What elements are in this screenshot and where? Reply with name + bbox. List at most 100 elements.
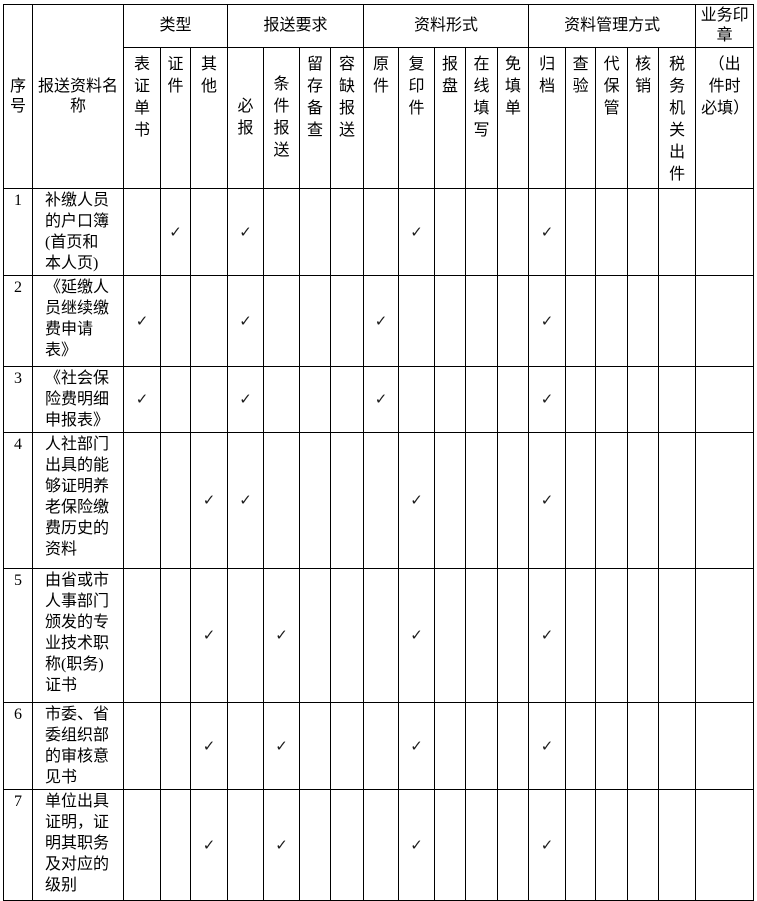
row-seq: 2 [3,275,33,367]
check-cell [497,275,530,367]
check-cell [434,702,467,790]
check-cell: ✓ [398,432,436,569]
check-cell [299,366,332,433]
check-cell [123,702,161,790]
check-cell [627,789,660,901]
check-cell [497,702,530,790]
check-cell [465,432,499,569]
check-cell [565,366,597,433]
check-cell: ✓ [528,789,567,901]
check-cell [263,275,301,367]
sub-header-credential: 证件 [160,47,191,189]
check-cell: ✓ [227,275,265,367]
check-cell [497,188,530,276]
check-cell [595,568,629,703]
check-cell: ✓ [189,702,229,790]
check-cell: ✓ [528,568,567,703]
material-name: 单位出具证明，证明其职务及对应的级别 [32,789,124,901]
material-name: 人社部门出具的能够证明养老保险缴费历史的资料 [32,432,124,569]
sub-header-retain-for-inspection: 留存备查 [299,47,332,189]
column-header-seal-note: （出 件时 必填） [695,47,755,189]
check-cell [497,432,530,569]
sub-header-copy: 复印件 [398,47,436,189]
sub-header-form-cert-doc: 表证单书 [123,47,161,189]
check-cell [627,275,660,367]
check-cell [658,366,697,433]
check-cell [160,568,191,703]
check-cell [465,188,499,276]
check-cell [565,275,597,367]
check-cell [299,275,332,367]
check-cell: ✓ [123,366,161,433]
check-cell [227,702,265,790]
check-cell [465,275,499,367]
check-cell [565,789,597,901]
sub-header-archive: 归档 [528,47,567,189]
check-cell [123,568,161,703]
sub-header-writeoff: 核销 [627,47,660,189]
check-cell: ✓ [363,275,400,367]
check-cell [658,702,697,790]
check-cell [263,432,301,569]
check-cell [363,568,400,703]
check-cell [160,702,191,790]
check-cell: ✓ [263,702,301,790]
check-cell: ✓ [528,188,567,276]
check-cell: ✓ [227,188,265,276]
group-header-submission-requirement: 报送要求 [227,4,365,48]
seal-cell [695,432,755,569]
check-cell [658,432,697,569]
check-cell [263,366,301,433]
group-header-management-method: 资料管理方式 [528,4,697,48]
check-cell [465,568,499,703]
check-cell [299,568,332,703]
sub-header-verify: 查验 [565,47,597,189]
seal-cell [695,568,755,703]
check-cell [434,188,467,276]
check-cell [299,702,332,790]
check-cell [227,789,265,901]
group-header-material-form: 资料形式 [363,4,530,48]
check-cell: ✓ [227,366,265,433]
check-cell [595,432,629,569]
check-cell [330,568,365,703]
table-row: 6 市委、省委组织部的审核意见书 ✓ ✓ ✓ ✓ [3,702,755,790]
check-cell [299,188,332,276]
check-cell [497,568,530,703]
row-seq: 3 [3,366,33,433]
check-cell [189,188,229,276]
table-row: 4 人社部门出具的能够证明养老保险缴费历史的资料 ✓ ✓ ✓ ✓ [3,432,755,569]
material-name: 《延缴人员继续缴费申请表》 [32,275,124,367]
table-row: 5 由省或市人事部门颁发的专业技术职称(职务)证书 ✓ ✓ ✓ ✓ [3,568,755,703]
check-cell: ✓ [528,432,567,569]
material-name: 补缴人员的户口簿(首页和本人页) [32,188,124,276]
check-cell [363,702,400,790]
check-cell [363,188,400,276]
row-seq: 4 [3,432,33,569]
check-cell [330,275,365,367]
check-cell [330,366,365,433]
check-cell [565,188,597,276]
check-cell: ✓ [189,432,229,569]
check-cell: ✓ [227,432,265,569]
check-cell [627,702,660,790]
table-row: 2 《延缴人员继续缴费申请表》 ✓ ✓ ✓ ✓ [3,275,755,367]
column-header-seq: 序号 [3,4,33,189]
check-cell [160,366,191,433]
check-cell [330,789,365,901]
column-header-material-name: 报送资料名称 [32,4,124,189]
check-cell [497,366,530,433]
check-cell [189,366,229,433]
check-cell [465,702,499,790]
check-cell: ✓ [398,568,436,703]
check-cell: ✓ [123,275,161,367]
check-cell [123,432,161,569]
check-cell: ✓ [363,366,400,433]
sub-header-tax-authority-issue: 税务机关出件 [658,47,697,189]
check-cell [565,432,597,569]
check-cell [434,789,467,901]
check-cell [363,432,400,569]
table-row: 3 《社会保险费明细申报表》 ✓ ✓ ✓ ✓ [3,366,755,433]
check-cell: ✓ [189,789,229,901]
check-cell [627,366,660,433]
